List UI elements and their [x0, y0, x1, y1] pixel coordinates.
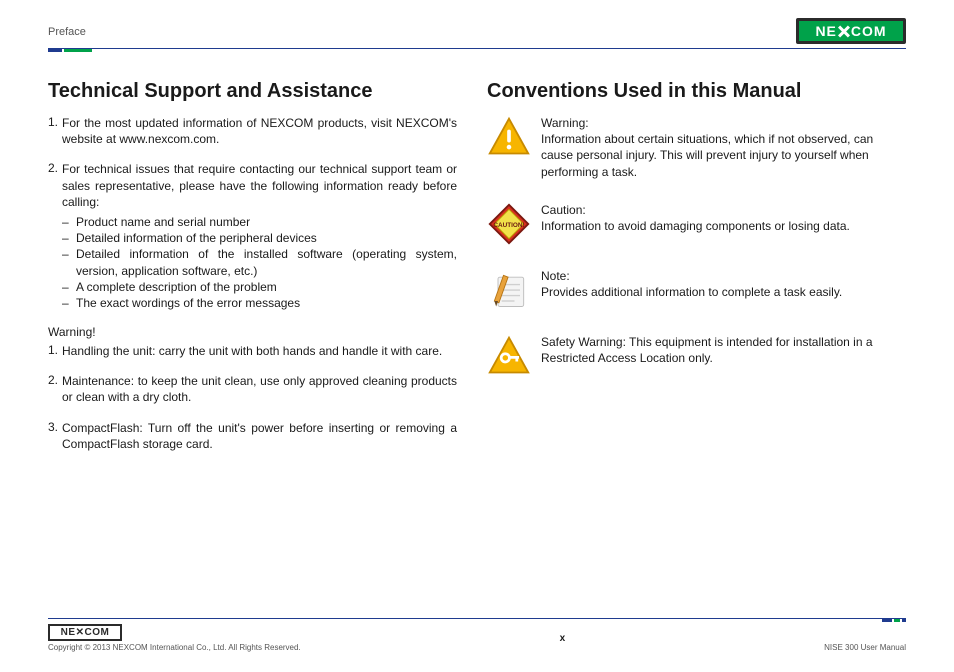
- footer-doc: NISE 300 User Manual: [824, 643, 906, 652]
- footer-logo: NE✕COM: [48, 624, 122, 641]
- footer-page: x: [560, 633, 566, 644]
- note-icon: [487, 268, 541, 312]
- right-title: Conventions Used in this Manual: [487, 80, 906, 103]
- tech-support-sublist: Product name and serial number Detailed …: [62, 214, 457, 311]
- caution-icon: CAUTION!: [487, 202, 541, 246]
- convention-caution: CAUTION! Caution:Information to avoid da…: [487, 202, 906, 246]
- warning-heading: Warning!: [48, 325, 457, 339]
- convention-safety: Safety Warning: This equipment is intend…: [487, 334, 906, 378]
- warning-list: 1.Handling the unit: carry the unit with…: [48, 343, 457, 452]
- convention-warning: Warning:Information about certain situat…: [487, 115, 906, 180]
- tech-support-list: 1.For the most updated information of NE…: [48, 115, 457, 311]
- safety-key-icon: [487, 334, 541, 378]
- footer-rule: [48, 618, 906, 622]
- brand-logo: NECOM: [796, 18, 906, 44]
- convention-note: Note:Provides additional information to …: [487, 268, 906, 312]
- header-rule: [48, 48, 906, 52]
- warning-icon: [487, 115, 541, 180]
- header-section: Preface: [48, 26, 86, 44]
- left-title: Technical Support and Assistance: [48, 80, 457, 103]
- footer-copyright: Copyright © 2013 NEXCOM International Co…: [48, 643, 301, 652]
- svg-text:CAUTION!: CAUTION!: [493, 222, 524, 229]
